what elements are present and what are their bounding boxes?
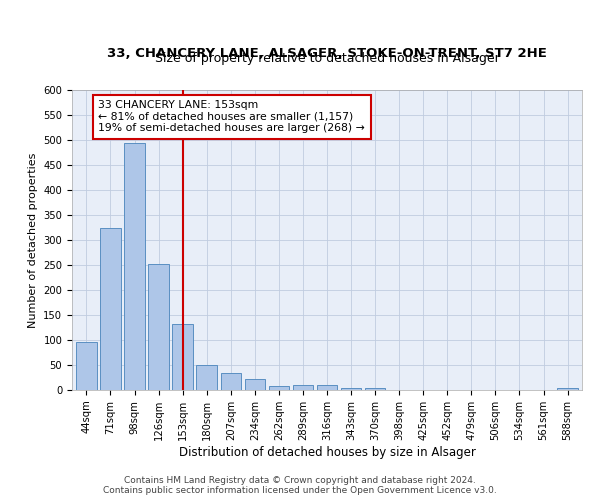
Bar	[365, 388, 385, 390]
Y-axis label: Number of detached properties: Number of detached properties	[28, 152, 38, 328]
Title: Size of property relative to detached houses in Alsager: Size of property relative to detached ho…	[155, 52, 499, 65]
Bar	[196, 364, 217, 390]
Text: 33, CHANCERY LANE, ALSAGER, STOKE-ON-TRENT, ST7 2HE: 33, CHANCERY LANE, ALSAGER, STOKE-ON-TRE…	[107, 47, 547, 60]
Bar	[172, 324, 193, 390]
Text: Contains HM Land Registry data © Crown copyright and database right 2024.
Contai: Contains HM Land Registry data © Crown c…	[103, 476, 497, 495]
Bar	[100, 228, 121, 390]
Bar	[269, 386, 289, 390]
Bar	[76, 342, 97, 390]
Bar	[124, 142, 145, 390]
X-axis label: Distribution of detached houses by size in Alsager: Distribution of detached houses by size …	[179, 446, 475, 458]
Bar	[557, 388, 578, 390]
Bar	[148, 264, 169, 390]
Bar	[221, 372, 241, 390]
Bar	[245, 379, 265, 390]
Bar	[341, 388, 361, 390]
Text: 33 CHANCERY LANE: 153sqm
← 81% of detached houses are smaller (1,157)
19% of sem: 33 CHANCERY LANE: 153sqm ← 81% of detach…	[98, 100, 365, 133]
Bar	[293, 385, 313, 390]
Bar	[317, 385, 337, 390]
